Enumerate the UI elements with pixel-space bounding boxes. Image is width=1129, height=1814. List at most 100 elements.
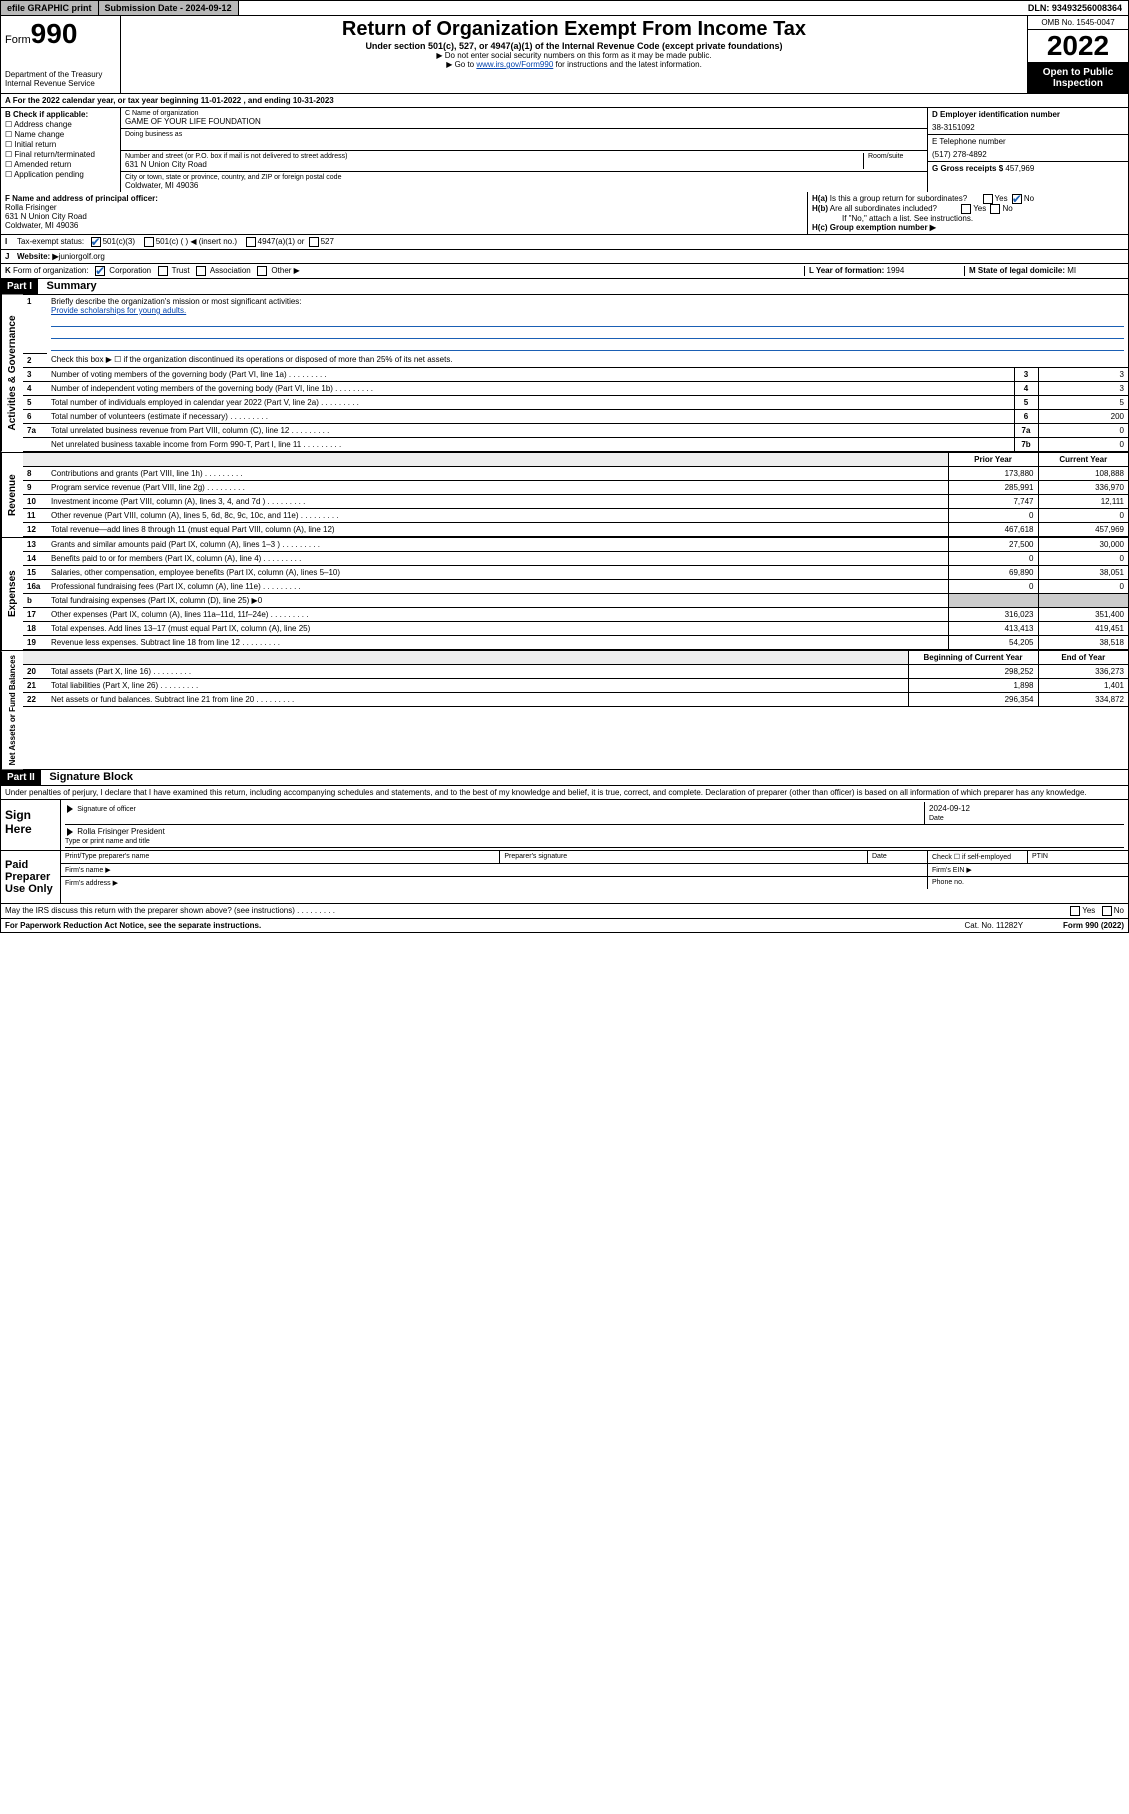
box-h: H(a) Is this a group return for subordin… [808,192,1128,234]
ein-row: D Employer identification number 38-3151… [928,108,1128,135]
firm-ein-label: Firm's EIN ▶ [928,864,1128,876]
paid-preparer-label: Paid Preparer Use Only [1,851,61,903]
city-row: City or town, state or province, country… [121,172,927,192]
form-header: Form990 Department of the Treasury Inter… [0,16,1129,94]
exp-row-13: Grants and similar amounts paid (Part IX… [47,538,948,552]
h-b: H(b) Are all subordinates included? Yes … [812,204,1124,214]
exp-row-19: Revenue less expenses. Subtract line 18 … [47,635,948,649]
chk-corporation[interactable] [95,266,105,276]
part-ii-title: Signature Block [43,769,139,785]
box-b: B Check if applicable: ☐ Address change … [1,108,121,192]
dba-row: Doing business as [121,129,927,151]
footer-pra: For Paperwork Reduction Act Notice, see … [5,921,261,930]
officer-name: Rolla Frisinger [5,203,803,212]
sig-date-label: Date [929,815,944,822]
q1-label: Briefly describe the organization's miss… [51,297,302,306]
rev-row-12: Total revenue—add lines 8 through 11 (mu… [47,522,948,536]
net-row-22: Net assets or fund balances. Subtract li… [47,692,908,706]
chk-association[interactable] [196,266,206,276]
form-id-block: Form990 Department of the Treasury Inter… [1,16,121,93]
phone-value: (517) 278-4892 [932,150,1124,159]
tax-year: 2022 [1028,30,1128,63]
chk-501c[interactable] [144,237,154,247]
chk-amended-return[interactable]: ☐ Amended return [5,160,116,169]
open-to-public: Open to Public Inspection [1028,63,1128,93]
governance-table: 1 Briefly describe the organization's mi… [23,295,1128,452]
chk-name-change[interactable]: ☐ Name change [5,130,116,139]
subdate-label: Submission Date - [105,3,186,13]
irs-link[interactable]: www.irs.gov/Form990 [476,60,553,69]
label-k: K [5,266,11,275]
label-j: J [5,252,17,261]
website-value[interactable]: juniorgolf.org [59,252,105,261]
chk-4947[interactable] [246,237,256,247]
box-l: L Year of formation: 1994 [804,266,964,276]
omb-year-block: OMB No. 1545-0047 2022 Open to Public In… [1028,16,1128,93]
expenses-table: 13Grants and similar amounts paid (Part … [23,538,1128,650]
box-b-label: B Check if applicable: [5,110,116,119]
h-b-note: If "No," attach a list. See instructions… [812,214,1124,223]
officer-name-title: Rolla Frisinger President [77,827,165,836]
efile-graphic-print[interactable]: efile GRAPHIC print [1,1,99,15]
officer-name-line: Rolla Frisinger President Type or print … [65,825,1124,848]
prep-name-label: Print/Type preparer's name [61,851,500,863]
box-f-label: F Name and address of principal officer: [5,194,803,203]
col-begin: Beginning of Current Year [908,651,1038,665]
room-label: Room/suite [868,153,923,160]
discuss-no[interactable] [1102,906,1112,916]
rev-row-9: Program service revenue (Part VIII, line… [47,480,948,494]
box-f: F Name and address of principal officer:… [1,192,808,234]
org-name: GAME OF YOUR LIFE FOUNDATION [125,117,923,126]
may-discuss-row: May the IRS discuss this return with the… [1,903,1128,918]
org-name-label: C Name of organization [125,110,923,117]
city-state-zip: Coldwater, MI 49036 [125,181,923,190]
footer-cat: Cat. No. 11282Y [964,921,1023,930]
phone-row: E Telephone number (517) 278-4892 [928,135,1128,162]
part-i-netassets: Net Assets or Fund Balances Beginning of… [0,651,1129,770]
officer-addr1: 631 N Union City Road [5,212,803,221]
chk-final-return[interactable]: ☐ Final return/terminated [5,150,116,159]
chk-501c3[interactable] [91,237,101,247]
sig-officer-line: Signature of officer [65,802,924,825]
gov-row-3: Number of voting members of the governin… [47,367,1014,381]
vlabel-governance: Activities & Governance [1,295,23,452]
vlabel-revenue: Revenue [1,453,23,537]
net-row-21: Total liabilities (Part X, line 26) [47,678,908,692]
exp-row-16a: Professional fundraising fees (Part IX, … [47,579,948,593]
sub2-pre: ▶ Go to [446,60,476,69]
ha-no[interactable] [1012,194,1022,204]
addr-label: Number and street (or P.O. box if mail i… [125,153,863,160]
chk-trust[interactable] [158,266,168,276]
form-title: Return of Organization Exempt From Incom… [125,18,1023,41]
arrow-icon [67,805,73,813]
chk-527[interactable] [309,237,319,247]
gross-label: G Gross receipts $ [932,164,1005,173]
ein-value: 38-3151092 [932,123,1124,132]
rev-row-11: Other revenue (Part VIII, column (A), li… [47,508,948,522]
form-sub1: ▶ Do not enter social security numbers o… [125,51,1023,60]
ha-yes[interactable] [983,194,993,204]
sub2-post: for instructions and the latest informat… [553,60,702,69]
exp-row-18: Total expenses. Add lines 13–17 (must eq… [47,621,948,635]
chk-application-pending[interactable]: ☐ Application pending [5,170,116,179]
part-i-header: Part I Summary [0,279,1129,295]
col-end: End of Year [1038,651,1128,665]
hb-no[interactable] [990,204,1000,214]
form-prefix: Form [5,34,31,46]
discuss-yes[interactable] [1070,906,1080,916]
hb-yes[interactable] [961,204,971,214]
chk-other[interactable] [257,266,267,276]
gross-value: 457,969 [1005,164,1034,173]
h-a: H(a) Is this a group return for subordin… [812,194,1124,204]
sig-date-cell: 2024-09-12 Date [924,802,1124,825]
perjury-declaration: Under penalties of perjury, I declare th… [1,786,1128,800]
rev-row-10: Investment income (Part VIII, column (A)… [47,494,948,508]
chk-address-change[interactable]: ☐ Address change [5,120,116,129]
blocks-b-through-g: B Check if applicable: ☐ Address change … [0,108,1129,192]
phone-label: E Telephone number [932,137,1124,146]
col-prior: Prior Year [948,453,1038,467]
arrow-icon [67,828,73,836]
gross-row: G Gross receipts $ 457,969 [928,162,1128,175]
chk-initial-return[interactable]: ☐ Initial return [5,140,116,149]
h-c: H(c) Group exemption number ▶ [812,223,1124,232]
